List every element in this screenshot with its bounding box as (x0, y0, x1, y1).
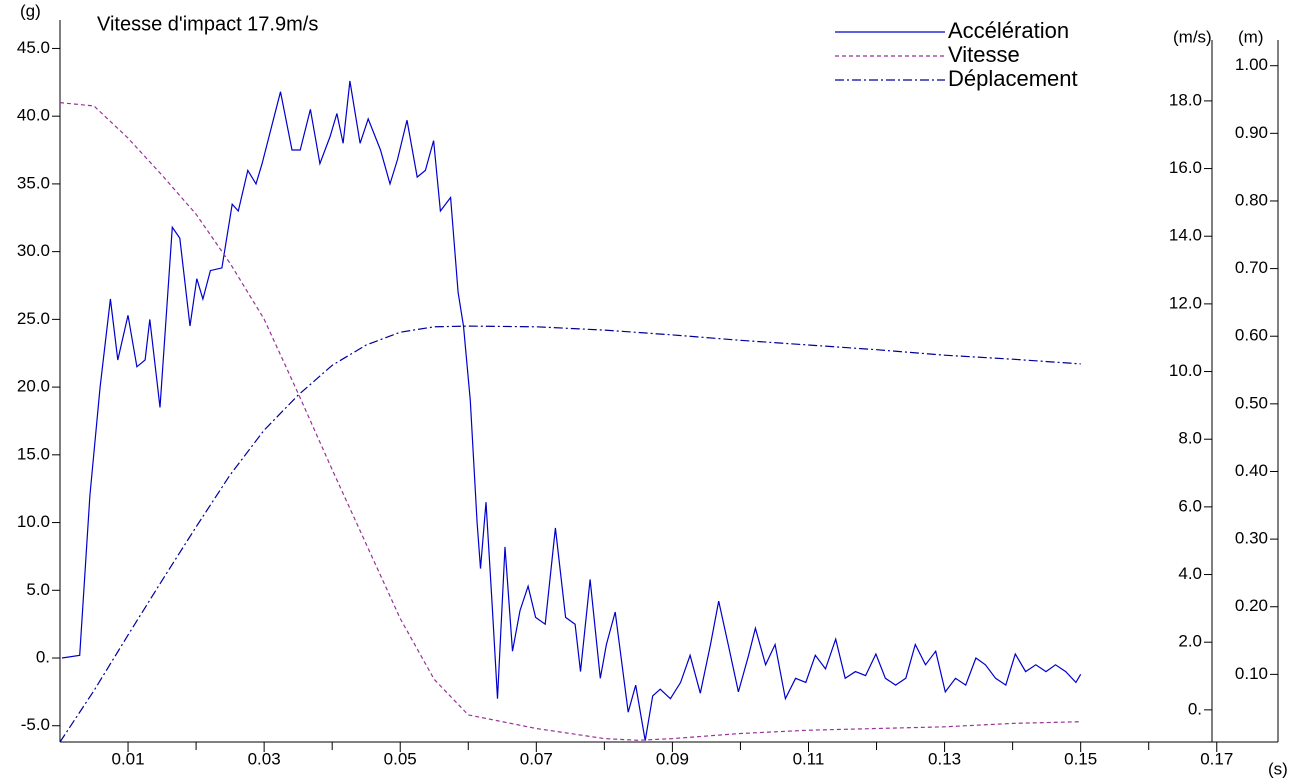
annotation: Vitesse d'impact 17.9m/s (97, 13, 318, 35)
series-line (59, 102, 1081, 741)
y2-tick-label: 12.0 (1169, 293, 1202, 312)
y3-tick-label: 0.60 (1235, 326, 1268, 345)
y2-tick-label: 4.0 (1178, 564, 1202, 583)
y3-tick-label: 1.00 (1235, 55, 1268, 74)
x-tick-label: 0.07 (520, 749, 553, 768)
y3-tick-label: 0.10 (1235, 664, 1268, 683)
y3-tick-label: 0.90 (1235, 123, 1268, 142)
y-tick-label: 45.0 (17, 38, 50, 57)
y2-tick-label: 2.0 (1178, 632, 1202, 651)
x-tick-label: 0.11 (793, 749, 825, 768)
x-unit: (s) (1268, 759, 1288, 778)
y2-unit: (m/s) (1173, 27, 1212, 46)
y-tick-label: 0. (36, 647, 50, 666)
y-tick-label: 20.0 (17, 377, 50, 396)
legend-label: Accélération (948, 18, 1069, 43)
y3-tick-label: 0.40 (1235, 461, 1268, 480)
y3-tick-label: 0.80 (1235, 190, 1268, 209)
legend-label: Déplacement (948, 66, 1078, 91)
y2-tick-label: 10.0 (1169, 361, 1202, 380)
series-line (61, 80, 1082, 741)
y-tick-label: 25.0 (17, 309, 50, 328)
y3-unit: (m) (1238, 27, 1263, 46)
y-tick-label: -5.0 (21, 715, 50, 734)
y-tick-label: 40.0 (17, 106, 50, 125)
x-tick-label: 0.09 (656, 749, 689, 768)
x-tick-label: 0.03 (248, 749, 281, 768)
y2-tick-label: 18.0 (1169, 90, 1202, 109)
x-tick-label: 0.17 (1200, 749, 1233, 768)
y2-tick-label: 6.0 (1178, 496, 1202, 515)
y3-tick-label: 0.30 (1235, 529, 1268, 548)
y2-tick-label: 16.0 (1169, 158, 1202, 177)
x-tick-label: 0.15 (1064, 749, 1097, 768)
y-tick-label: 35.0 (17, 173, 50, 192)
y-unit: (g) (20, 1, 41, 20)
legend-label: Vitesse (948, 42, 1020, 67)
y-tick-label: 15.0 (17, 444, 50, 463)
y3-tick-label: 0.70 (1235, 258, 1268, 277)
y-tick-label: 5.0 (26, 580, 50, 599)
y2-tick-label: 0. (1188, 699, 1202, 718)
y2-tick-label: 14.0 (1169, 226, 1202, 245)
x-tick-label: 0.01 (111, 749, 144, 768)
x-tick-label: 0.13 (928, 749, 961, 768)
series-line (59, 325, 1081, 743)
y3-tick-label: 0.50 (1235, 393, 1268, 412)
y2-tick-label: 8.0 (1178, 429, 1202, 448)
y-tick-label: 10.0 (17, 512, 50, 531)
y3-tick-label: 0.20 (1235, 596, 1268, 615)
y-tick-label: 30.0 (17, 241, 50, 260)
x-tick-label: 0.05 (384, 749, 417, 768)
